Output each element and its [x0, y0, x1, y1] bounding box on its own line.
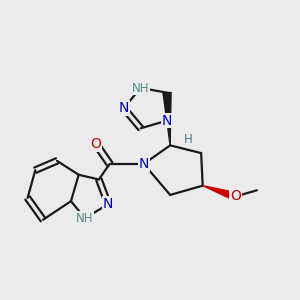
Text: NH: NH	[76, 212, 94, 225]
Polygon shape	[163, 92, 171, 146]
Text: O: O	[90, 137, 101, 151]
Text: N: N	[139, 157, 149, 171]
Polygon shape	[203, 186, 236, 200]
Text: H: H	[184, 133, 193, 146]
Text: O: O	[230, 190, 241, 203]
Text: N: N	[162, 114, 172, 128]
Text: N: N	[103, 197, 113, 211]
Text: NH: NH	[132, 82, 149, 94]
Text: N: N	[118, 101, 129, 115]
